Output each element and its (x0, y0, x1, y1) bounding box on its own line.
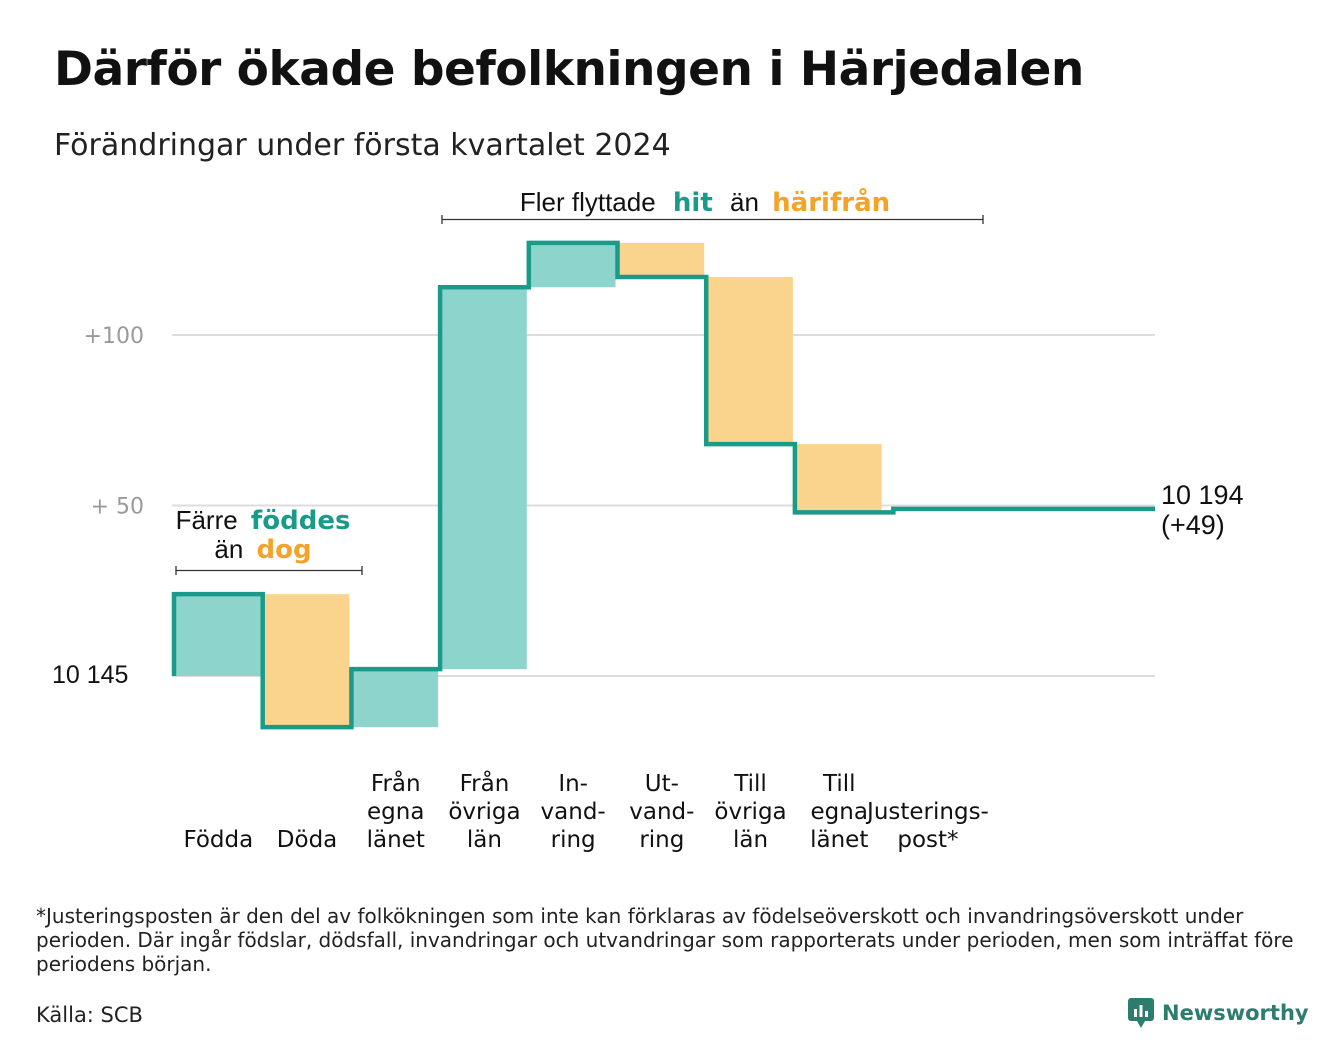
cumulative-step-line (171, 240, 1155, 730)
bar-6 (708, 277, 793, 445)
annotation-births-orange: dog (257, 535, 312, 565)
step-line (171, 240, 1155, 730)
category-label: egna (367, 799, 424, 825)
bar-7 (796, 444, 882, 513)
category-label: Från (371, 769, 421, 797)
y-tick-label: +100 (84, 324, 144, 349)
annotation-migration-pre: Fler flyttade (520, 187, 656, 217)
end-value-label: 10 194 (1161, 480, 1244, 510)
footnote: *Justeringsposten är den del av folkökni… (36, 904, 1294, 976)
annotation-births-pre: Färre (176, 505, 238, 535)
annotation-births-teal: föddes (251, 506, 351, 536)
end-change-label: (+49) (1161, 510, 1225, 540)
category-label: Födda (183, 827, 253, 853)
category-label: vand- (629, 799, 694, 825)
category-label: ring (639, 827, 684, 853)
bar-3 (442, 287, 527, 670)
annotation-migration-mid: än (730, 187, 759, 217)
category-label: länet (367, 827, 425, 853)
chart-title: Därför ökade befolkningen i Härjedalen (54, 42, 1084, 97)
bar-chart-bubble-icon (1128, 998, 1154, 1028)
source-label: Källa: SCB (36, 1003, 143, 1027)
bar-4 (530, 242, 616, 288)
chart-subtitle: Förändringar under första kvartalet 2024 (54, 128, 671, 163)
annotation-migration-orange: härifrån (772, 186, 890, 218)
annotation-births-mid: än (214, 534, 243, 564)
category-label: vand- (541, 799, 606, 825)
category-label: egna (811, 799, 868, 825)
bar-5 (619, 242, 705, 278)
category-label: Till (822, 771, 856, 797)
bar-2 (353, 669, 439, 728)
category-label: ring (551, 827, 596, 853)
annotation-migration-teal: hit (673, 188, 713, 218)
y-tick-label: + 50 (91, 495, 144, 520)
bars (176, 242, 882, 728)
brand-logo: Newsworthy (1128, 998, 1309, 1028)
category-label: Från (460, 769, 510, 797)
category-label: övriga (714, 799, 786, 825)
category-label: övriga (448, 799, 520, 825)
svg-text:än dog: än dog (214, 534, 311, 565)
category-label: län (467, 827, 502, 853)
annotation-migration-bracket (441, 215, 984, 224)
category-label: post* (897, 827, 958, 853)
category-label: Till (733, 771, 767, 797)
bar-0 (176, 594, 261, 676)
category-label: länet (810, 827, 868, 853)
brand-name: Newsworthy (1162, 1001, 1309, 1025)
category-label: In- (558, 771, 588, 797)
category-label: Döda (277, 827, 337, 853)
waterfall-chart: + 50+100 Födda DödaFrånegnalänetFrånövrig… (52, 186, 1244, 853)
category-labels: Födda DödaFrånegnalänetFrånövrigalänIn-va… (183, 769, 988, 853)
category-label: Ut- (645, 771, 679, 797)
category-label: län (733, 827, 768, 853)
annotation-births-deaths: Färre föddes än dog (175, 505, 363, 575)
category-label: Justerings- (865, 799, 989, 825)
annotation-migration: Fler flyttade hit än härifrån (441, 186, 984, 224)
svg-text:Fler flyttade hit: Fler flyttade hit än härifrån (520, 186, 890, 218)
annotation-births-bracket (175, 566, 363, 575)
start-value-label: 10 145 (52, 661, 128, 689)
bar-1 (264, 594, 350, 728)
svg-text:Färre föddes: Färre föddes (176, 505, 351, 536)
